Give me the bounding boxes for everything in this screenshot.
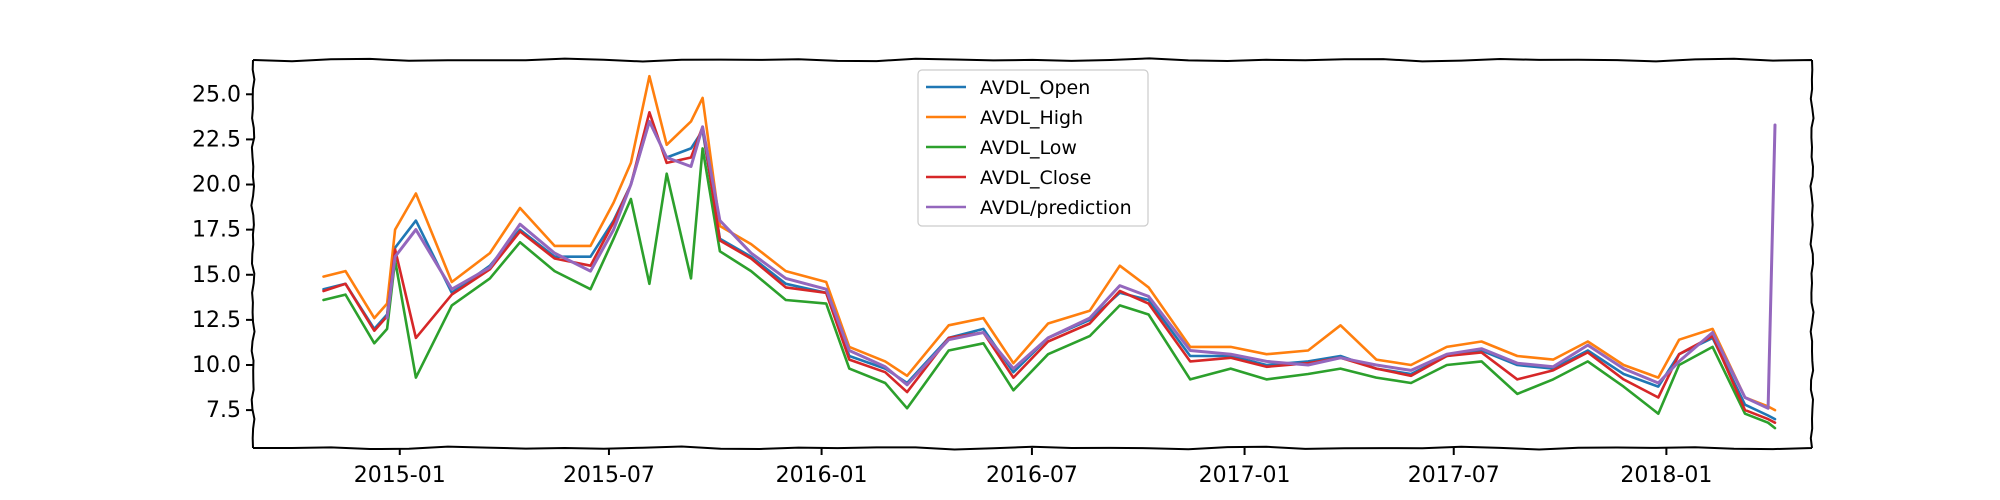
y-tick-label: 25.0: [192, 82, 241, 107]
x-tick-label: 2017-01: [1199, 463, 1291, 488]
y-tick-label: 10.0: [192, 353, 241, 378]
y-axis: 7.5 10.0 12.5 15.0 17.5 20.0 22.5 25.0: [192, 82, 253, 423]
x-tick-label: 2018-01: [1620, 463, 1712, 488]
x-tick-label: 2015-07: [563, 463, 655, 488]
series-line-avdl-high: [322, 74, 1777, 412]
y-tick-label: 20.0: [192, 173, 241, 198]
legend-box: [917, 69, 1149, 227]
x-tick-label: 2015-01: [354, 463, 446, 488]
legend-label: AVDL_Low: [980, 137, 1077, 159]
legend-label: AVDL_Close: [980, 167, 1091, 189]
y-tick-label: 22.5: [192, 127, 241, 152]
legend-label: AVDL/prediction: [980, 197, 1132, 219]
y-tick-label: 15.0: [192, 263, 241, 288]
x-tick-label: 2016-01: [776, 463, 868, 488]
legend-label: AVDL_High: [980, 107, 1083, 129]
x-tick-label: 2016-07: [986, 463, 1078, 488]
series-line-avdl-low: [322, 147, 1777, 430]
y-tick-label: 7.5: [206, 398, 241, 423]
series-line-avdl-prediction: [385, 119, 1777, 410]
plot-frame: [250, 57, 1815, 451]
series-layer: [322, 74, 1777, 430]
x-axis: 2015-01 2015-07 2016-01 2016-07 2017-01 2017-…: [354, 448, 1712, 488]
legend-label: AVDL_Open: [980, 77, 1090, 99]
legend: AVDL_Open AVDL_High AVDL_Low AVDL_Close AVDL…: [917, 69, 1149, 227]
y-tick-label: 17.5: [192, 218, 241, 243]
series-line-avdl-open: [322, 120, 1777, 421]
x-tick-label: 2017-07: [1408, 463, 1500, 488]
y-tick-label: 12.5: [192, 308, 241, 333]
